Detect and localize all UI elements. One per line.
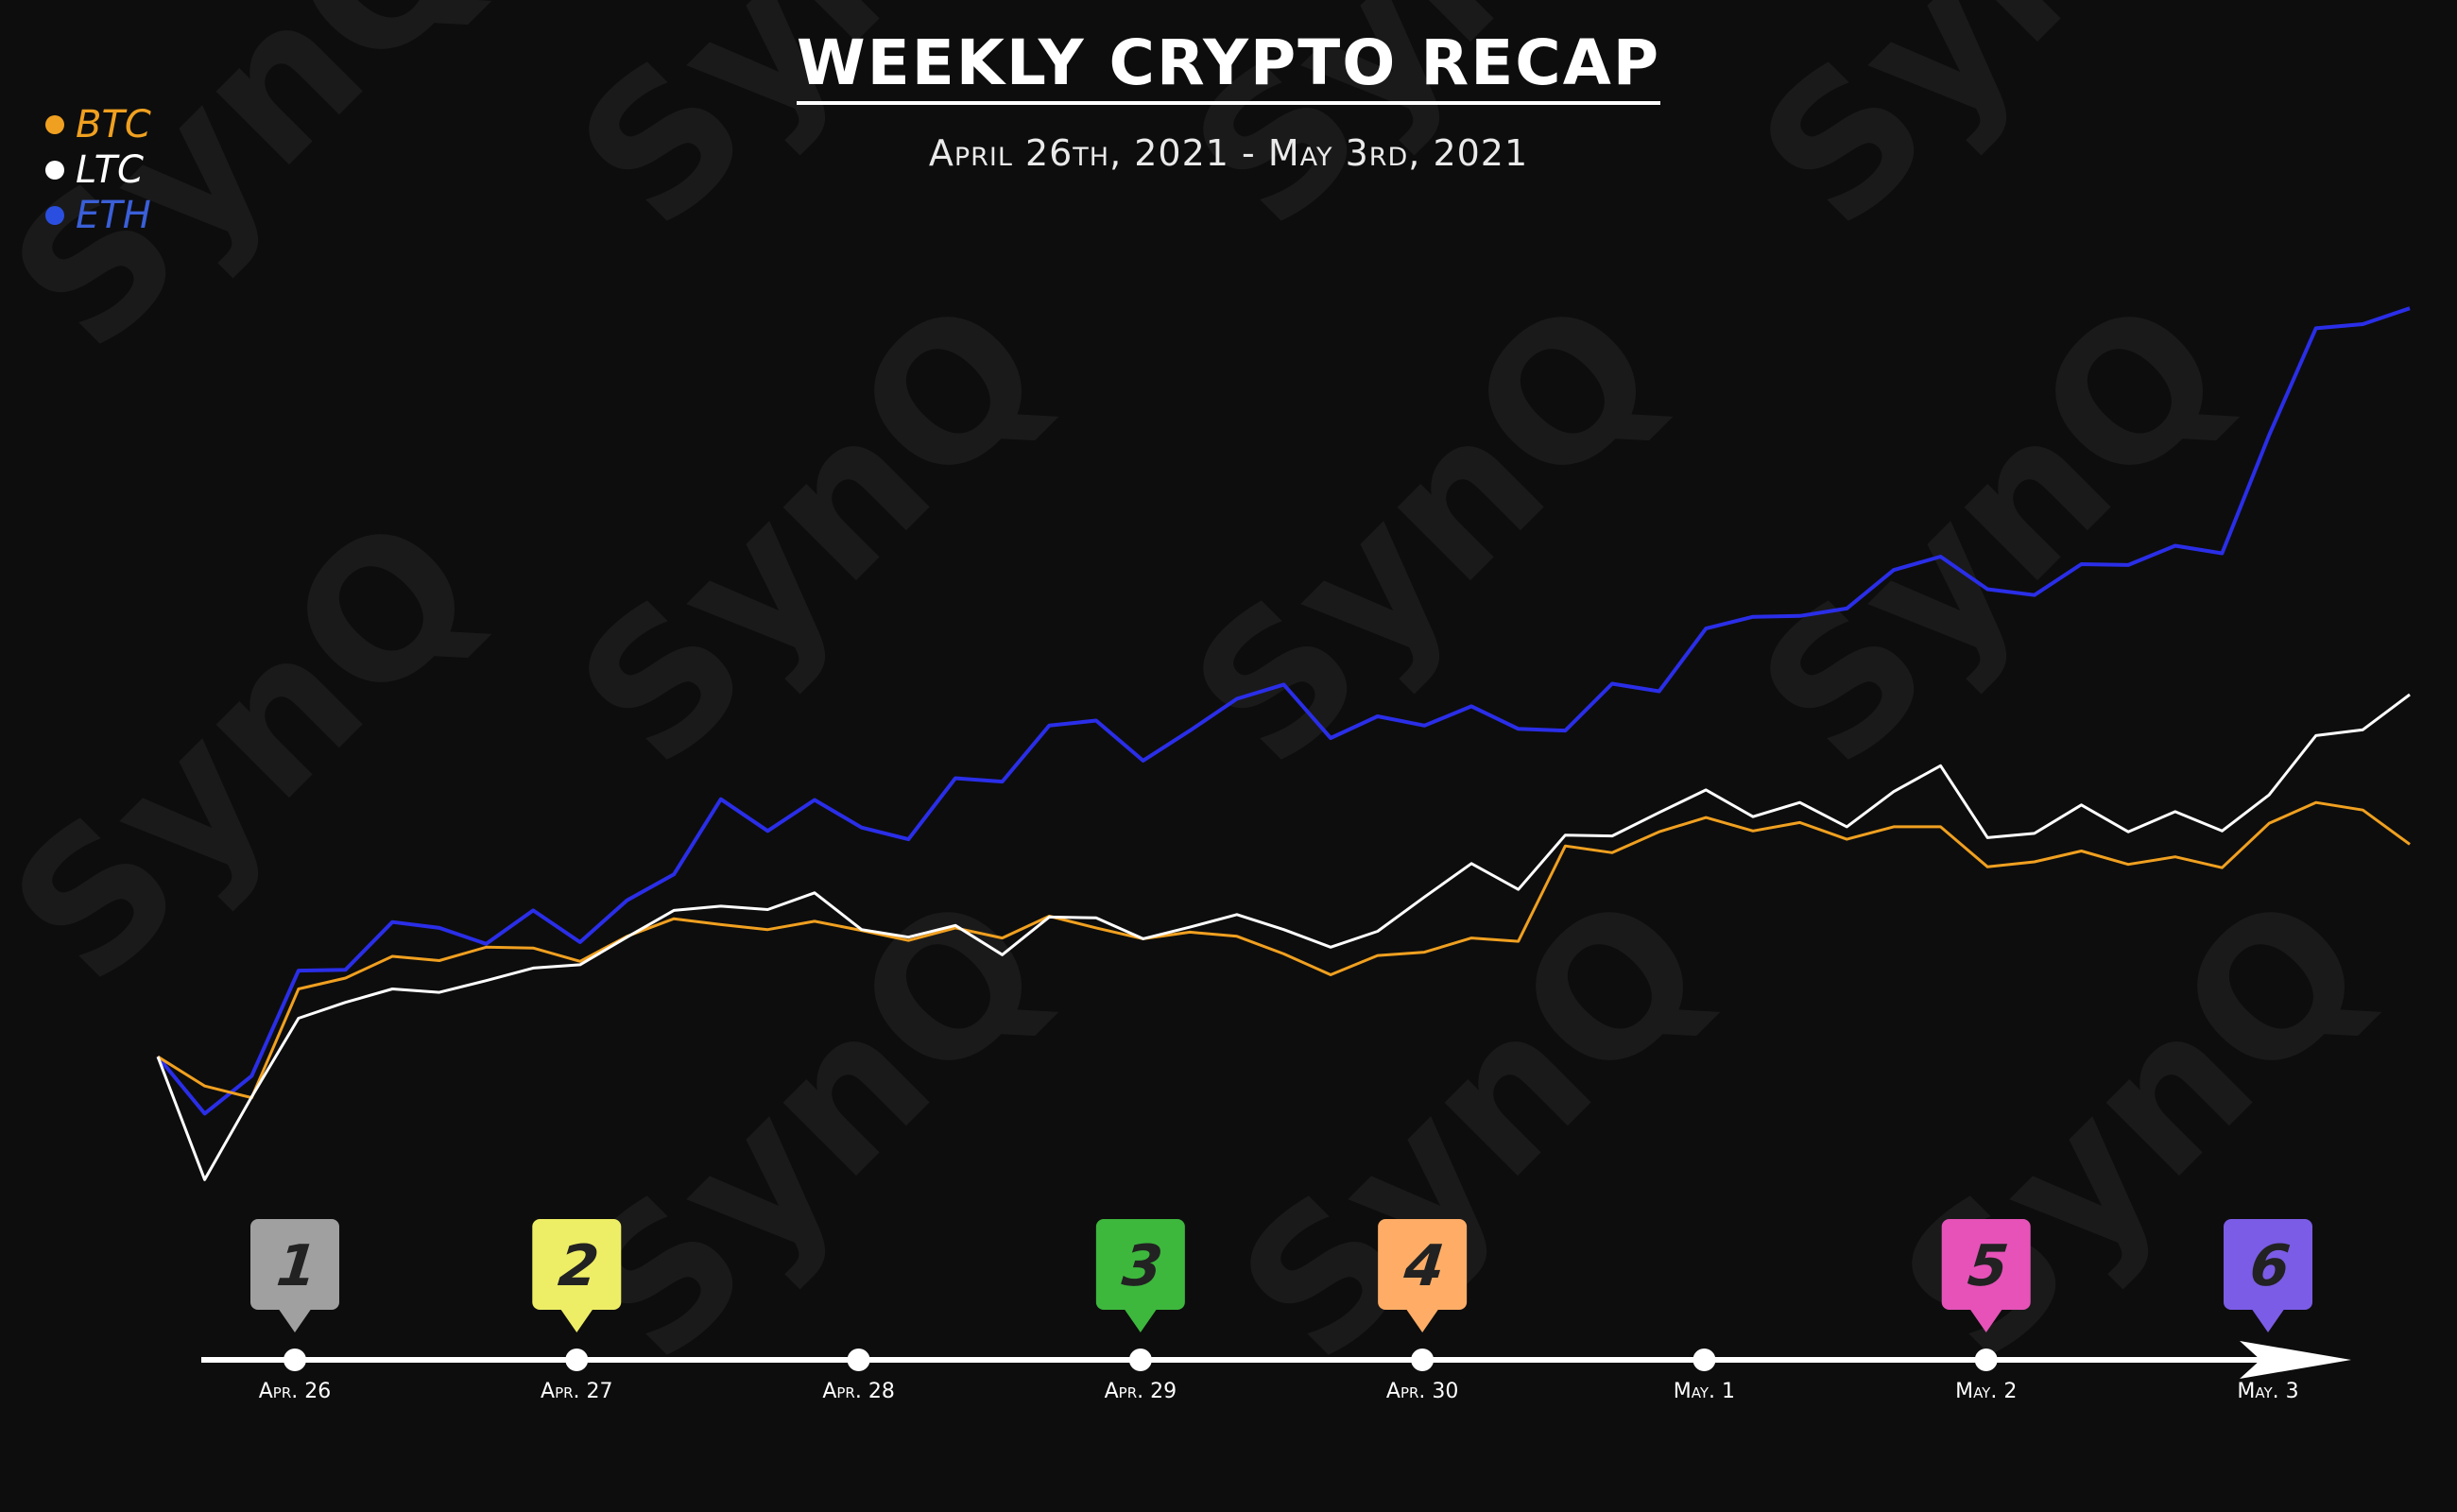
- timeline-label-apr-30: Apr. 30: [1386, 1380, 1459, 1403]
- timeline-dot-apr-26: [284, 1349, 306, 1371]
- timeline-label-may-2: May. 2: [1955, 1380, 2017, 1403]
- watermark-text: SynQ: [1861, 854, 2409, 1402]
- legend-item-eth: ETH: [45, 193, 151, 238]
- legend-dot-eth: [45, 206, 64, 225]
- chart-subtitle: April 26th, 2021 - May 3rd, 2021: [928, 132, 1529, 174]
- timeline-label-apr-27: Apr. 27: [541, 1380, 613, 1403]
- event-marker-number: 5: [1965, 1233, 2011, 1299]
- event-marker-pointer: [2251, 1308, 2285, 1332]
- event-marker-2: 2: [532, 1219, 622, 1332]
- legend-item-btc: BTC: [45, 102, 151, 147]
- event-marker-pointer: [1405, 1308, 1440, 1332]
- timeline-dot-may-1: [1692, 1349, 1716, 1371]
- series-line-btc: [157, 800, 2411, 1100]
- legend-label-ltc: LTC: [76, 148, 144, 192]
- event-marker-box: [1095, 1219, 1185, 1310]
- event-marker-4: 4: [1378, 1219, 1468, 1332]
- event-marker-5: 5: [1941, 1219, 2031, 1332]
- series-layer: [156, 306, 2411, 1181]
- event-marker-box: [532, 1219, 622, 1310]
- event-marker-3: 3: [1095, 1219, 1185, 1332]
- timeline-label-apr-28: Apr. 28: [822, 1380, 895, 1403]
- event-marker-box: [250, 1219, 339, 1310]
- legend-dot-ltc: [45, 161, 64, 180]
- watermark-text: SynQ: [1199, 854, 1747, 1402]
- event-marker-number: 3: [1119, 1233, 1165, 1299]
- timeline: Apr. 26 Apr. 27 Apr. 28 Apr. 29 Apr. 30 May. …: [201, 1219, 2351, 1403]
- timeline-dot-apr-30: [1411, 1349, 1435, 1371]
- watermark-text: SynQ: [538, 259, 1086, 807]
- event-marker-pointer: [278, 1308, 312, 1332]
- timeline-dot-apr-28: [847, 1349, 870, 1371]
- event-marker-box: [1941, 1219, 2031, 1310]
- event-marker-1: 1: [250, 1219, 339, 1332]
- event-marker-pointer: [1968, 1308, 2003, 1332]
- event-marker-pointer: [559, 1308, 594, 1332]
- event-marker-number: 4: [1400, 1233, 1448, 1299]
- timeline-label-apr-29: Apr. 29: [1105, 1380, 1177, 1403]
- series-line-ltc: [156, 693, 2411, 1181]
- legend-dot-btc: [45, 115, 64, 134]
- event-marker-box: [1378, 1219, 1468, 1310]
- watermark-text: SynQ: [0, 476, 519, 1024]
- timeline-dot-apr-29: [1128, 1349, 1152, 1371]
- watermark-text: SynQ: [1719, 259, 2267, 807]
- legend: BTC LTC ETH: [45, 102, 151, 238]
- legend-label-btc: BTC: [76, 103, 151, 146]
- event-marker-pointer: [1123, 1308, 1158, 1332]
- chart-title: WEEKLY CRYPTO RECAP: [0, 26, 2457, 105]
- timeline-dot-may-2: [1974, 1349, 1998, 1371]
- timeline-label-apr-26: Apr. 26: [259, 1380, 332, 1403]
- legend-item-ltc: LTC: [45, 147, 151, 193]
- series-line-eth: [156, 306, 2411, 1116]
- timeline-label-may-1: May. 1: [1674, 1380, 1735, 1403]
- event-marker-6: 6: [2224, 1219, 2312, 1332]
- legend-label-eth: ETH: [76, 194, 151, 237]
- timeline-dot-may-3: [2257, 1349, 2279, 1371]
- event-marker-box: [2224, 1219, 2312, 1310]
- watermark-layer: SynQSynQSynQSynQSynQSynQSynQSynQSynQSynQ…: [0, 0, 2409, 1402]
- event-marker-number: 6: [2247, 1233, 2294, 1299]
- timeline-label-may-3: May. 3: [2237, 1380, 2298, 1403]
- event-marker-number: 2: [556, 1233, 602, 1299]
- event-marker-number: 1: [274, 1233, 320, 1299]
- timeline-dot-apr-27: [565, 1349, 589, 1371]
